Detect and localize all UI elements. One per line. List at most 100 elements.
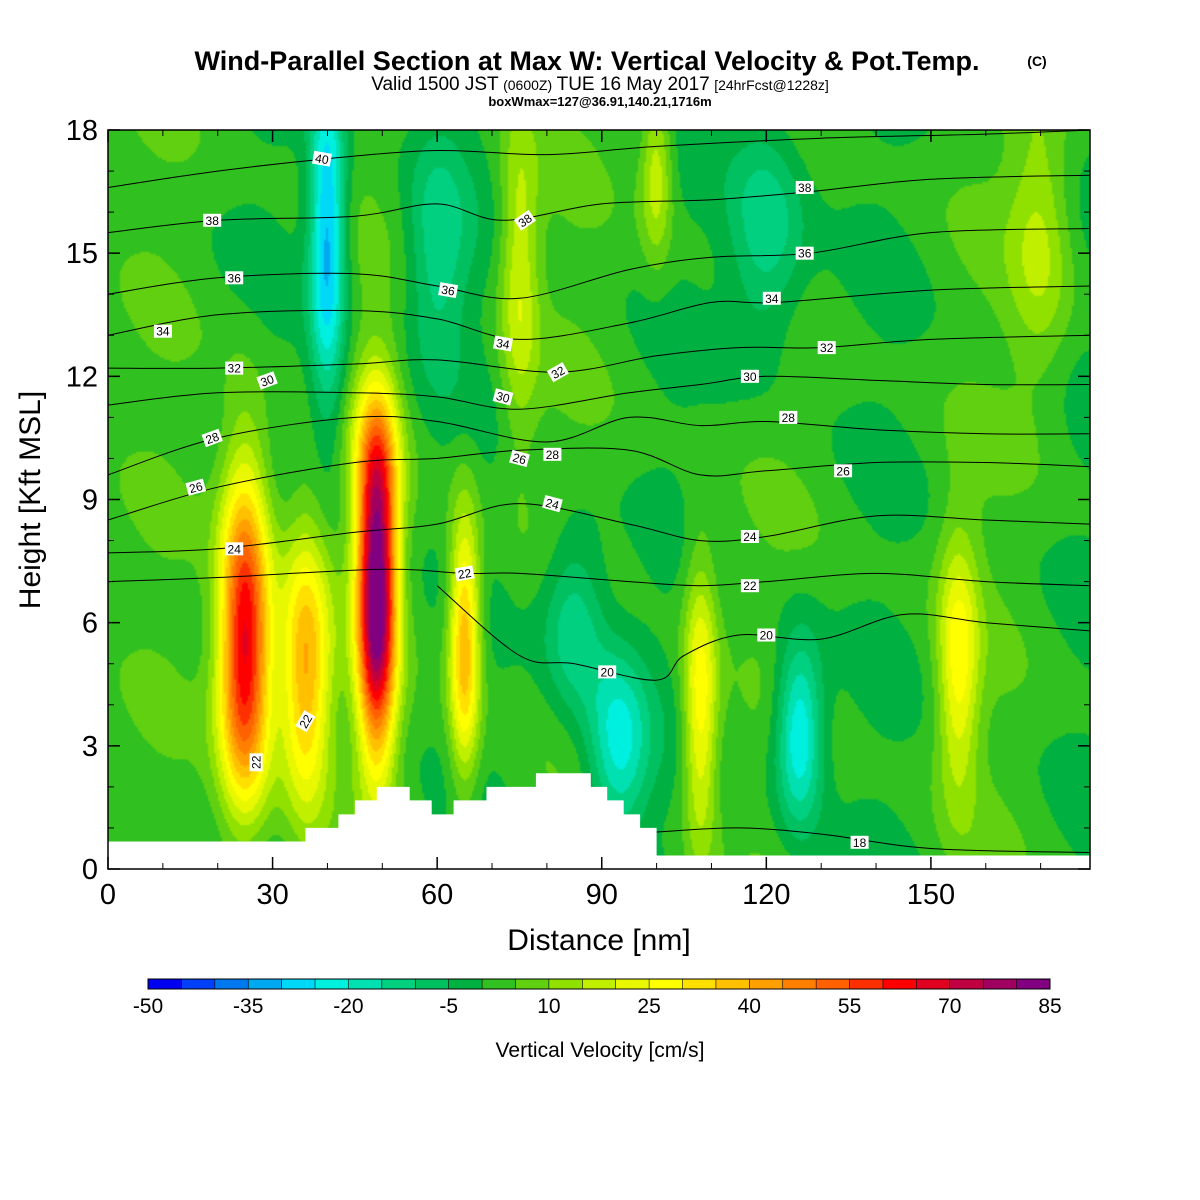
contour-label: 28 [543,447,562,462]
y-tick-label: 12 [66,361,98,393]
contour-label: 30 [740,369,759,384]
contour-label-box [454,565,475,582]
x-axis-label: Distance [nm] [507,924,690,957]
contour-label: 38 [203,213,222,228]
colorbar-swatch [1016,979,1051,989]
contour-label: 34 [762,291,781,306]
colorbar-swatch [749,979,784,989]
y-tick-label: 3 [82,731,98,763]
colorbar-tick-label: 55 [838,995,861,1018]
contour-label-box [493,335,513,352]
contour-label-text: 24 [228,542,242,556]
contour-label-text: 18 [853,836,867,850]
colorbar-swatch [949,979,984,989]
valid-time-line: Valid 1500 JST (0600Z) TUE 16 May 2017 [… [371,74,829,95]
x-tick-label: 90 [586,879,618,911]
contour-label: 22 [295,710,316,733]
contour-label-text: 24 [544,496,561,513]
contour-label-text: 36 [228,271,242,285]
copyright-mark: (C) [1027,53,1046,69]
colorbar-swatch [515,979,550,989]
contour-label: 38 [513,209,537,231]
contour-label-text: 32 [228,362,242,376]
y-tick-label: 9 [82,485,98,517]
x-tick-label: 30 [256,879,288,911]
theta-contour-32 [108,334,1090,373]
contour-label-box [740,579,759,593]
contour-label-text: 34 [765,292,779,306]
contour-label-box [817,341,836,355]
colorbar-swatch [214,979,249,989]
colorbar-swatch [281,979,316,989]
contour-label: 24 [740,530,759,544]
colorbar-tick-label: -50 [133,995,163,1018]
colorbar-swatch [849,979,884,989]
colorbar-swatch [782,979,817,989]
contour-label-text: 30 [259,372,277,390]
contour-label-box [153,324,172,338]
contour-label: 34 [153,324,172,339]
theta-contour-18 [656,827,1090,854]
contour-label-text: 28 [204,429,222,447]
contour-label-text: 26 [188,479,205,496]
contour-label-box [850,835,869,849]
contour-label-text: 26 [511,450,528,467]
contour-label: 22 [740,579,759,593]
colorbar-swatch [548,979,583,989]
colorbar-swatch [649,979,683,989]
contour-label: 22 [249,753,264,772]
contour-label-box [185,478,207,496]
contour-label-box [509,449,530,468]
contour-label: 36 [438,282,459,299]
contour-label: 32 [817,341,836,355]
contour-label-text: 32 [820,341,834,355]
contour-label-box [762,291,781,305]
contour-label-box [546,362,569,383]
contour-label-text: 28 [782,411,796,425]
contour-label-text: 22 [457,566,473,582]
box-max-info: boxWmax=127@36.91,140.21,1716m [488,94,711,109]
y-tick-label: 6 [82,608,98,640]
contour-label-box [438,282,459,299]
colorbar-swatch [415,979,450,989]
colorbar-swatch [381,979,416,989]
contour-label-text: 36 [798,247,812,261]
contour-label: 32 [546,362,569,383]
contour-label: 22 [454,565,475,582]
colorbar-tick-label: 25 [637,995,660,1018]
colorbar-swatch [816,979,850,989]
contour-label-text: 20 [601,665,615,679]
colorbar-frame [147,978,1051,990]
contour-label-text: 22 [743,579,757,593]
colorbar-swatch [482,979,516,989]
y-tick-label: 18 [66,115,98,147]
colorbar-swatch [582,979,617,989]
contour-label: 38 [795,181,814,195]
contour-label: 36 [795,246,814,261]
colorbar-swatch [882,979,917,989]
contour-label-box [740,530,759,543]
colorbar-swatch [348,979,383,989]
contour-label-box [740,369,759,383]
contour-label-box [779,410,798,424]
contour-label-box [203,213,222,227]
x-tick-label: 60 [421,879,453,911]
contour-label-box [225,542,244,556]
colorbar-swatch [682,979,717,989]
contour-label-text: 34 [495,336,511,352]
contour-label-text: 22 [250,755,264,769]
contour-label-text: 34 [156,325,170,339]
theta-contour-20 [436,585,1090,681]
colorbar-tick-label: 85 [1038,995,1061,1018]
contour-label-box [543,447,562,461]
contour-label-box [757,628,776,642]
theta-contour-26 [108,447,1090,521]
contour-label-box [834,464,853,478]
contour-label-text: 30 [495,389,512,406]
contour-label: 20 [598,665,617,679]
y-axis-label: Height [Kft MSL] [14,391,47,609]
contour-label-text: 38 [798,181,812,195]
contour-label-box [201,428,223,448]
